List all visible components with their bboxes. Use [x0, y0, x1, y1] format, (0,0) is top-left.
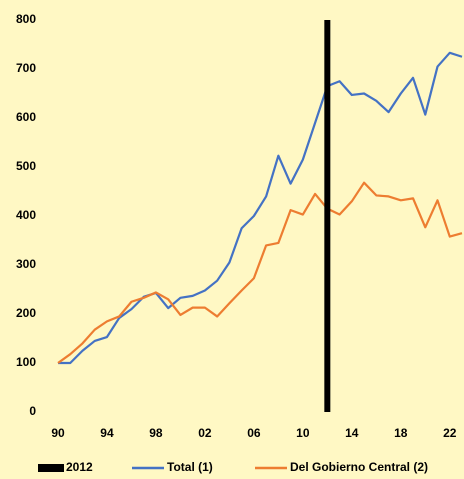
x-tick-label: 14: [345, 426, 359, 440]
y-tick-label: 300: [16, 257, 36, 271]
legend-label: Del Gobierno Central (2): [290, 460, 428, 474]
x-tick-label: 90: [51, 426, 65, 440]
line: [58, 51, 463, 365]
y-tick-label: 700: [16, 61, 36, 75]
y-tick-label: 800: [16, 12, 36, 26]
legend-label: Total (1): [167, 460, 213, 474]
x-tick-label: 10: [296, 426, 310, 440]
x-tick-label: 02: [198, 426, 212, 440]
x-tick-label: 22: [443, 426, 457, 440]
y-tick-label: 400: [16, 208, 36, 222]
y-tick-label: 100: [16, 355, 36, 369]
y-tick-label: 500: [16, 159, 36, 173]
line: [57, 181, 463, 364]
y-tick-label: 200: [16, 306, 36, 320]
x-tick-label: 94: [100, 426, 114, 440]
x-tick-label: 18: [394, 426, 408, 440]
x-tick-label: 06: [247, 426, 261, 440]
legend-swatch: [38, 464, 64, 472]
y-tick-label: 0: [29, 404, 36, 418]
legend-label: 2012: [66, 460, 93, 474]
y-tick-label: 600: [16, 110, 36, 124]
x-tick-label: 98: [149, 426, 163, 440]
